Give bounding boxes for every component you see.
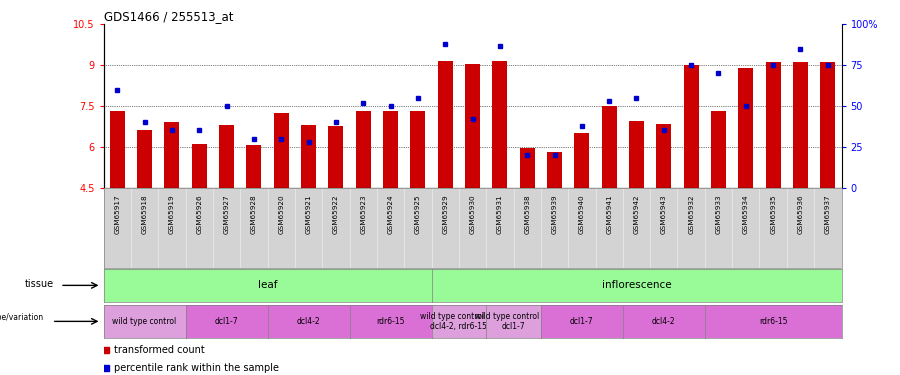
Text: GSM65925: GSM65925 [415,194,421,234]
Bar [738,68,753,188]
Text: GSM65933: GSM65933 [716,194,722,234]
Text: GSM65938: GSM65938 [524,194,530,234]
Bar [711,111,726,188]
Text: rdr6-15: rdr6-15 [759,317,788,326]
Bar [793,62,808,188]
Text: wild type control for
dcl4-2, rdr6-15: wild type control for dcl4-2, rdr6-15 [420,312,498,331]
Text: GDS1466 / 255513_at: GDS1466 / 255513_at [104,10,233,23]
Text: percentile rank within the sample: percentile rank within the sample [113,363,279,373]
Bar [820,62,835,188]
Text: GSM65932: GSM65932 [688,194,694,234]
Bar [629,121,644,188]
Text: inflorescence: inflorescence [602,280,671,290]
Text: GSM65929: GSM65929 [442,194,448,234]
Text: GSM65922: GSM65922 [333,194,338,234]
Bar [137,130,152,188]
Text: dcl1-7: dcl1-7 [215,317,238,326]
Bar [465,64,480,188]
Text: GSM65930: GSM65930 [470,194,475,234]
Text: GSM65923: GSM65923 [360,194,366,234]
Text: leaf: leaf [257,280,277,290]
Text: GSM65928: GSM65928 [251,194,256,234]
Bar [301,125,316,188]
Bar [656,124,671,188]
Text: GSM65940: GSM65940 [579,194,585,234]
Bar [192,144,207,188]
Text: GSM65939: GSM65939 [552,194,557,234]
Text: GSM65921: GSM65921 [305,194,311,234]
Bar [601,106,617,188]
Text: GSM65937: GSM65937 [824,194,831,234]
Text: GSM65941: GSM65941 [607,194,612,234]
Bar [574,133,590,188]
Bar [165,122,179,188]
Bar [356,111,371,188]
Text: wild type control: wild type control [112,317,176,326]
Text: GSM65919: GSM65919 [169,194,175,234]
Text: GSM65918: GSM65918 [141,194,148,234]
Text: rdr6-15: rdr6-15 [376,317,405,326]
Bar [219,125,234,188]
Text: transformed count: transformed count [113,345,204,355]
Text: GSM65943: GSM65943 [661,194,667,234]
Bar [684,65,698,188]
Text: dcl4-2: dcl4-2 [652,317,676,326]
Text: GSM65936: GSM65936 [797,194,804,234]
Bar [766,62,780,188]
Bar [492,61,508,188]
Text: genotype/variation: genotype/variation [0,314,43,322]
Text: GSM65920: GSM65920 [278,194,284,234]
Text: dcl4-2: dcl4-2 [297,317,320,326]
Bar [247,146,261,188]
Bar [110,111,125,188]
Text: GSM65924: GSM65924 [388,194,393,234]
Text: GSM65934: GSM65934 [742,194,749,234]
Bar [383,111,398,188]
Text: GSM65927: GSM65927 [223,194,230,234]
Text: wild type control for
dcl1-7: wild type control for dcl1-7 [475,312,552,331]
Text: dcl1-7: dcl1-7 [570,317,594,326]
Text: GSM65935: GSM65935 [770,194,776,234]
Text: GSM65926: GSM65926 [196,194,202,234]
Text: GSM65931: GSM65931 [497,194,503,234]
Text: GSM65942: GSM65942 [634,194,640,234]
Bar [410,111,426,188]
Bar [328,126,344,188]
Bar [547,152,562,188]
Bar [519,148,535,188]
Bar [437,61,453,188]
Text: GSM65917: GSM65917 [114,194,121,234]
Bar [274,113,289,188]
Text: tissue: tissue [24,279,54,289]
